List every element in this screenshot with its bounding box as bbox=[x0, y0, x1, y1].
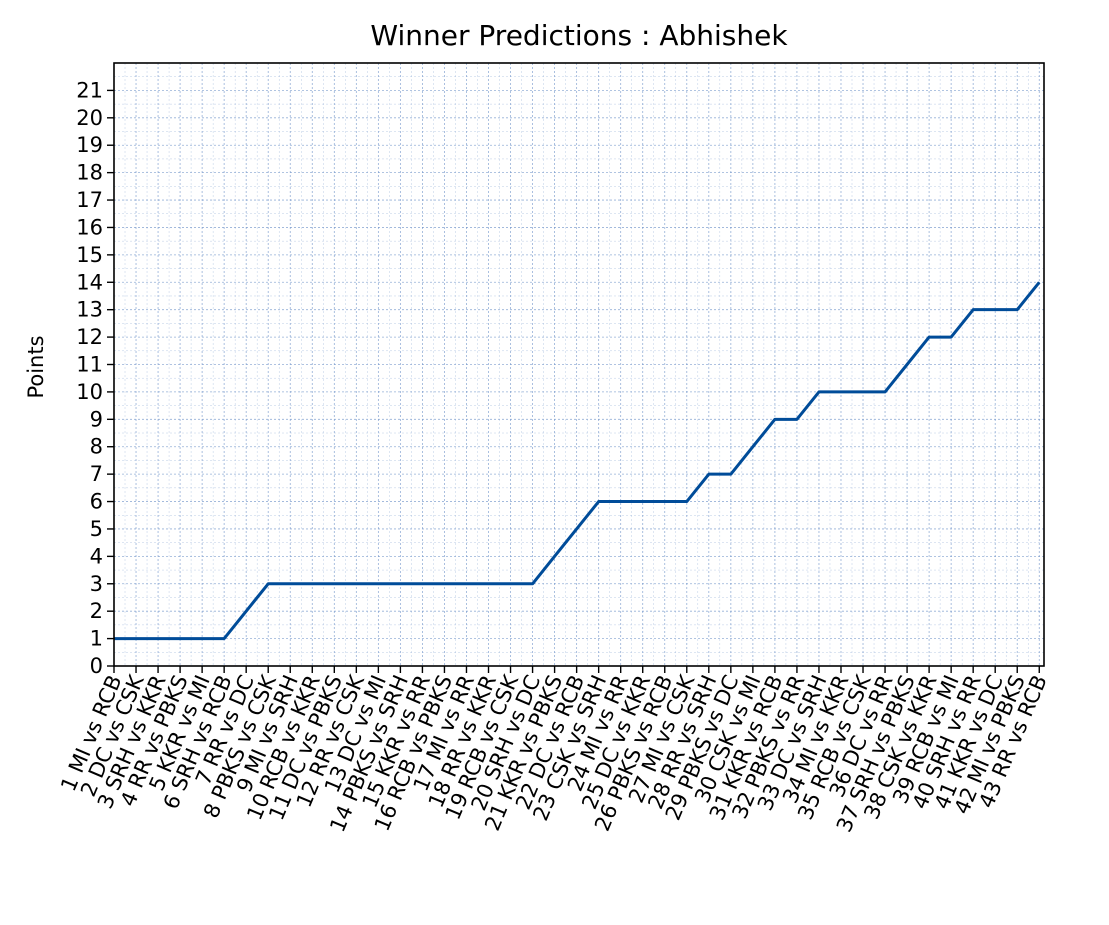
y-tick-label: 2 bbox=[90, 599, 103, 623]
y-tick-label: 17 bbox=[76, 188, 103, 212]
y-tick-label: 6 bbox=[90, 490, 103, 514]
y-tick-label: 1 bbox=[90, 627, 103, 651]
y-tick-label: 10 bbox=[76, 380, 103, 404]
y-tick-label: 8 bbox=[90, 435, 103, 459]
chart-title: Winner Predictions : Abhishek bbox=[370, 19, 788, 52]
y-tick-label: 11 bbox=[76, 353, 103, 377]
y-tick-label: 0 bbox=[90, 654, 103, 678]
y-tick-label: 7 bbox=[90, 462, 103, 486]
y-tick-label: 14 bbox=[76, 270, 103, 294]
y-tick-label: 5 bbox=[90, 517, 103, 541]
y-tick-label: 19 bbox=[76, 133, 103, 157]
y-tick-label: 16 bbox=[76, 215, 103, 239]
y-tick-label: 13 bbox=[76, 298, 103, 322]
plot-area-frame bbox=[113, 62, 1045, 667]
y-tick-label: 3 bbox=[90, 572, 103, 596]
y-tick-label: 18 bbox=[76, 161, 103, 185]
points-series-line bbox=[114, 281, 1041, 641]
y-tick-label: 9 bbox=[90, 407, 103, 431]
y-tick-label: 20 bbox=[76, 106, 103, 130]
y-tick-label: 12 bbox=[76, 325, 103, 349]
y-axis-label: Points bbox=[24, 335, 48, 398]
y-tick-label: 4 bbox=[90, 544, 103, 568]
grid-lines bbox=[113, 62, 1044, 667]
y-tick-label: 21 bbox=[76, 78, 103, 102]
y-tick-label: 15 bbox=[76, 243, 103, 267]
